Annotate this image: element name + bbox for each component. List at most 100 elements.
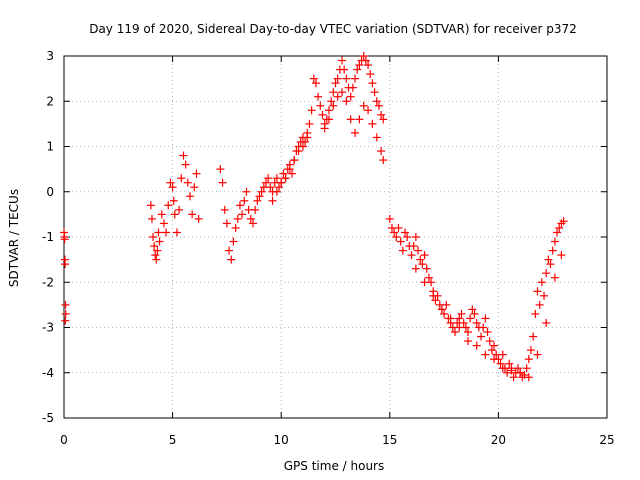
data-point — [309, 74, 318, 83]
data-point — [288, 169, 297, 178]
data-point — [246, 214, 255, 223]
data-point — [416, 255, 425, 264]
data-point — [531, 309, 540, 318]
data-point — [355, 115, 364, 124]
data-point — [272, 174, 281, 183]
data-point — [147, 214, 156, 223]
data-point — [329, 101, 338, 110]
data-point — [218, 178, 227, 187]
data-point — [537, 278, 546, 287]
data-point — [366, 70, 375, 79]
data-point — [229, 237, 238, 246]
data-point — [185, 192, 194, 201]
data-point — [429, 291, 438, 300]
data-point — [320, 124, 329, 133]
data-point — [359, 52, 368, 60]
data-point — [231, 223, 240, 232]
data-point — [498, 350, 507, 359]
data-point — [324, 106, 333, 115]
data-point — [181, 160, 190, 169]
data-point — [553, 228, 562, 237]
data-point — [483, 328, 492, 337]
data-point — [364, 106, 373, 115]
data-point — [418, 260, 427, 269]
data-point — [472, 318, 481, 327]
data-point — [342, 97, 351, 106]
data-point — [279, 169, 288, 178]
data-point — [403, 233, 412, 241]
data-point — [146, 201, 155, 210]
data-point — [179, 151, 188, 160]
data-point — [220, 205, 229, 214]
data-point — [401, 228, 410, 237]
data-point — [392, 233, 401, 241]
data-point — [331, 79, 340, 88]
data-point — [227, 255, 236, 264]
data-point — [377, 110, 386, 119]
data-point — [370, 88, 379, 97]
y-tick-label: -3 — [42, 321, 54, 335]
data-series-sdtvar — [60, 52, 568, 382]
data-point — [194, 214, 203, 223]
data-point — [481, 314, 490, 323]
data-point — [529, 332, 538, 341]
x-tick-label: 25 — [599, 433, 614, 447]
data-point — [398, 246, 407, 255]
chart-title: Day 119 of 2020, Sidereal Day-to-day VTE… — [89, 22, 577, 36]
data-point — [546, 260, 555, 269]
data-point — [368, 79, 377, 88]
data-point — [513, 364, 522, 373]
data-point — [172, 228, 181, 237]
data-point — [190, 183, 199, 192]
data-point — [342, 74, 351, 83]
data-point — [272, 187, 281, 196]
data-point — [414, 246, 423, 255]
data-point — [264, 174, 273, 183]
data-point — [275, 183, 284, 192]
data-point — [526, 346, 535, 355]
data-point — [498, 364, 507, 373]
data-point — [496, 359, 505, 368]
data-point — [261, 178, 270, 187]
data-point — [253, 196, 262, 205]
data-point — [431, 296, 440, 305]
data-point — [316, 101, 325, 110]
data-point — [524, 355, 533, 364]
data-point — [368, 119, 377, 128]
data-point — [338, 56, 347, 65]
data-point — [351, 128, 360, 137]
data-point — [170, 210, 179, 219]
data-point — [169, 196, 178, 205]
data-point — [257, 187, 266, 196]
data-point — [407, 251, 416, 260]
data-point — [338, 88, 347, 97]
data-point — [442, 300, 451, 309]
data-point — [238, 210, 247, 219]
data-point — [520, 371, 529, 380]
x-tick-label: 0 — [60, 433, 68, 447]
plot-area-border — [63, 55, 608, 419]
data-point — [305, 119, 314, 128]
data-point — [351, 74, 360, 83]
grid — [64, 56, 607, 418]
data-point — [255, 192, 264, 201]
data-point — [409, 242, 418, 251]
data-point — [479, 323, 488, 332]
data-point — [355, 61, 364, 70]
data-point — [463, 328, 472, 337]
data-point — [390, 228, 399, 237]
x-axis-label: GPS time / hours — [284, 459, 385, 473]
data-point — [505, 359, 514, 368]
data-point — [301, 137, 310, 146]
data-point — [540, 291, 549, 300]
data-point — [542, 318, 551, 327]
data-point — [177, 174, 186, 183]
data-point — [557, 251, 566, 260]
data-point — [157, 210, 166, 219]
data-point — [550, 273, 559, 282]
data-point — [440, 309, 449, 318]
data-point — [524, 373, 533, 382]
data-point — [61, 309, 70, 318]
data-point — [481, 350, 490, 359]
data-point — [290, 156, 299, 165]
